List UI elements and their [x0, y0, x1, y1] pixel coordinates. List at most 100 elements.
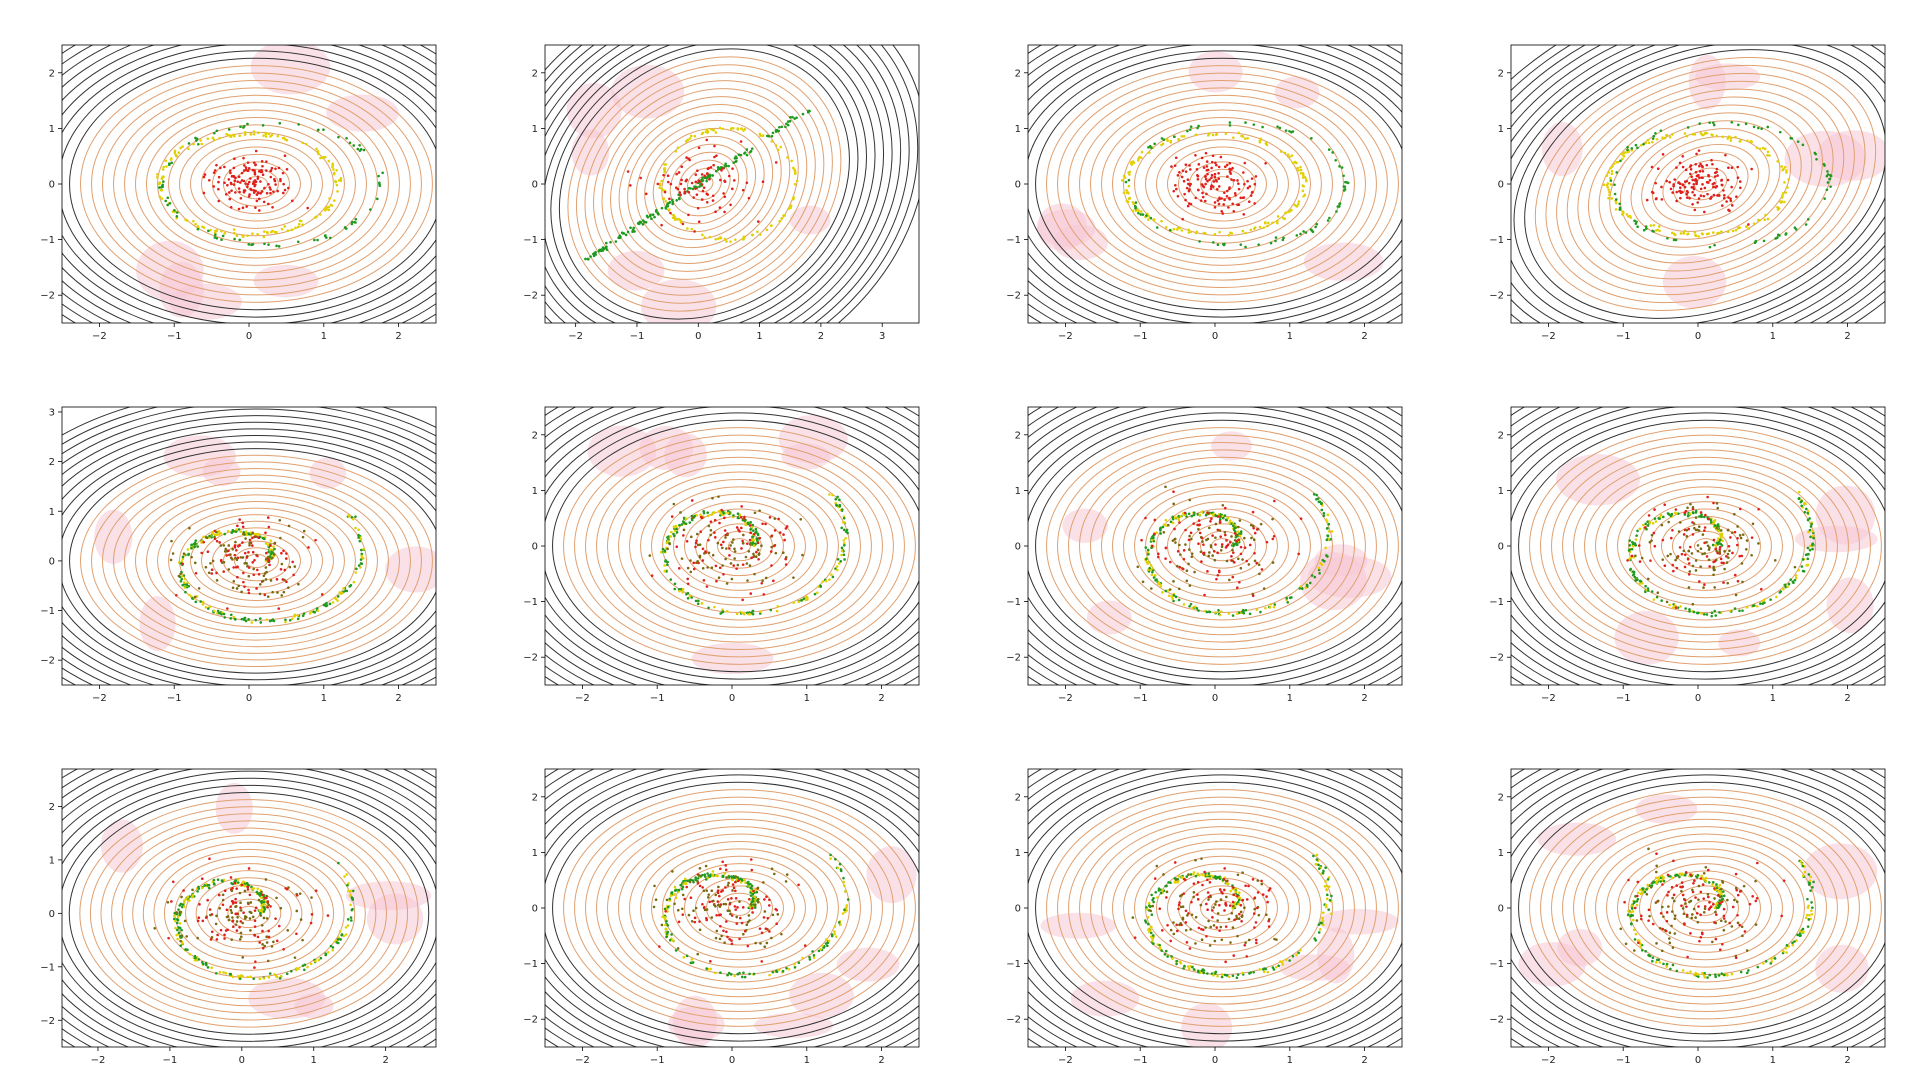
data-point [1214, 543, 1217, 546]
data-point [786, 123, 790, 127]
data-point [172, 917, 176, 921]
x-tick-label: 0 [695, 331, 701, 342]
data-point [377, 174, 380, 178]
data-point [240, 171, 244, 175]
data-point [1159, 532, 1162, 535]
data-point [315, 147, 318, 151]
data-point [665, 932, 669, 935]
data-point [1209, 187, 1213, 191]
data-point [680, 557, 684, 560]
data-point [836, 866, 840, 870]
data-point [345, 589, 349, 593]
data-point [1626, 145, 1629, 149]
data-point [1744, 122, 1748, 126]
data-point [260, 190, 264, 193]
data-point [1202, 166, 1206, 169]
data-point [257, 170, 261, 173]
data-point [166, 203, 169, 207]
data-point [1237, 187, 1241, 191]
data-point [1145, 214, 1148, 217]
data-point [1223, 242, 1226, 246]
data-point [249, 177, 252, 180]
data-point [247, 180, 251, 184]
data-point [679, 883, 682, 887]
data-point [319, 956, 323, 960]
data-point [731, 126, 735, 130]
data-point [1246, 179, 1249, 183]
data-point [841, 912, 845, 915]
data-point [267, 182, 270, 186]
data-point [1226, 543, 1230, 546]
data-point [1178, 226, 1182, 230]
data-point [191, 888, 194, 892]
contour-line [607, 456, 872, 636]
data-point [211, 559, 215, 563]
data-point [1729, 136, 1733, 140]
contour-line [62, 50, 436, 318]
plot-area [62, 769, 436, 1047]
data-point [1317, 566, 1321, 570]
data-point [685, 156, 688, 159]
data-point [273, 973, 276, 976]
data-point [326, 951, 330, 954]
data-point [618, 234, 622, 238]
data-point [765, 941, 769, 945]
data-point [1220, 975, 1224, 979]
data-point [1211, 154, 1215, 158]
y-tick-label: −2 [523, 291, 538, 302]
data-point [694, 876, 697, 879]
data-point [1665, 600, 1669, 604]
data-point [738, 971, 741, 975]
data-point [1325, 538, 1329, 542]
data-point [272, 619, 276, 623]
data-point [195, 959, 199, 962]
data-point [1326, 878, 1330, 881]
axes-frame [61, 768, 437, 1048]
data-point [1806, 511, 1810, 515]
data-point [695, 193, 699, 196]
data-point [270, 945, 274, 948]
data-point [1694, 170, 1698, 174]
data-point [709, 528, 713, 532]
data-point [1243, 906, 1246, 910]
data-point [1293, 203, 1296, 207]
data-point [1277, 964, 1280, 968]
data-point [344, 926, 348, 929]
data-point [1703, 186, 1707, 190]
data-point [1671, 529, 1674, 532]
data-point [1211, 534, 1214, 537]
data-point [1606, 185, 1609, 189]
data-point [1325, 884, 1329, 888]
density-patch [1662, 256, 1727, 309]
data-point [1609, 176, 1612, 180]
data-point [1325, 520, 1329, 523]
data-point [1149, 925, 1153, 929]
data-point [729, 912, 732, 916]
data-point [204, 916, 208, 919]
data-point [727, 971, 731, 975]
data-point [1266, 224, 1269, 228]
data-point [1330, 530, 1334, 533]
density-patch [250, 45, 331, 95]
data-point [1668, 135, 1672, 139]
data-point [667, 208, 671, 212]
data-point [285, 972, 289, 976]
data-point [186, 581, 189, 584]
data-point [279, 975, 283, 978]
x-tick-label: 0 [729, 1055, 735, 1066]
data-point [1187, 228, 1190, 232]
data-point [1185, 186, 1189, 190]
data-point [1176, 194, 1180, 198]
data-point [697, 220, 701, 224]
data-point [1723, 567, 1726, 571]
data-point [196, 890, 199, 893]
data-point [1206, 570, 1209, 573]
data-point [732, 538, 735, 541]
data-point [1647, 514, 1651, 517]
data-point [1159, 891, 1163, 895]
data-point [182, 581, 186, 584]
data-point [694, 599, 698, 603]
data-point [1652, 531, 1656, 535]
data-point [281, 578, 285, 581]
